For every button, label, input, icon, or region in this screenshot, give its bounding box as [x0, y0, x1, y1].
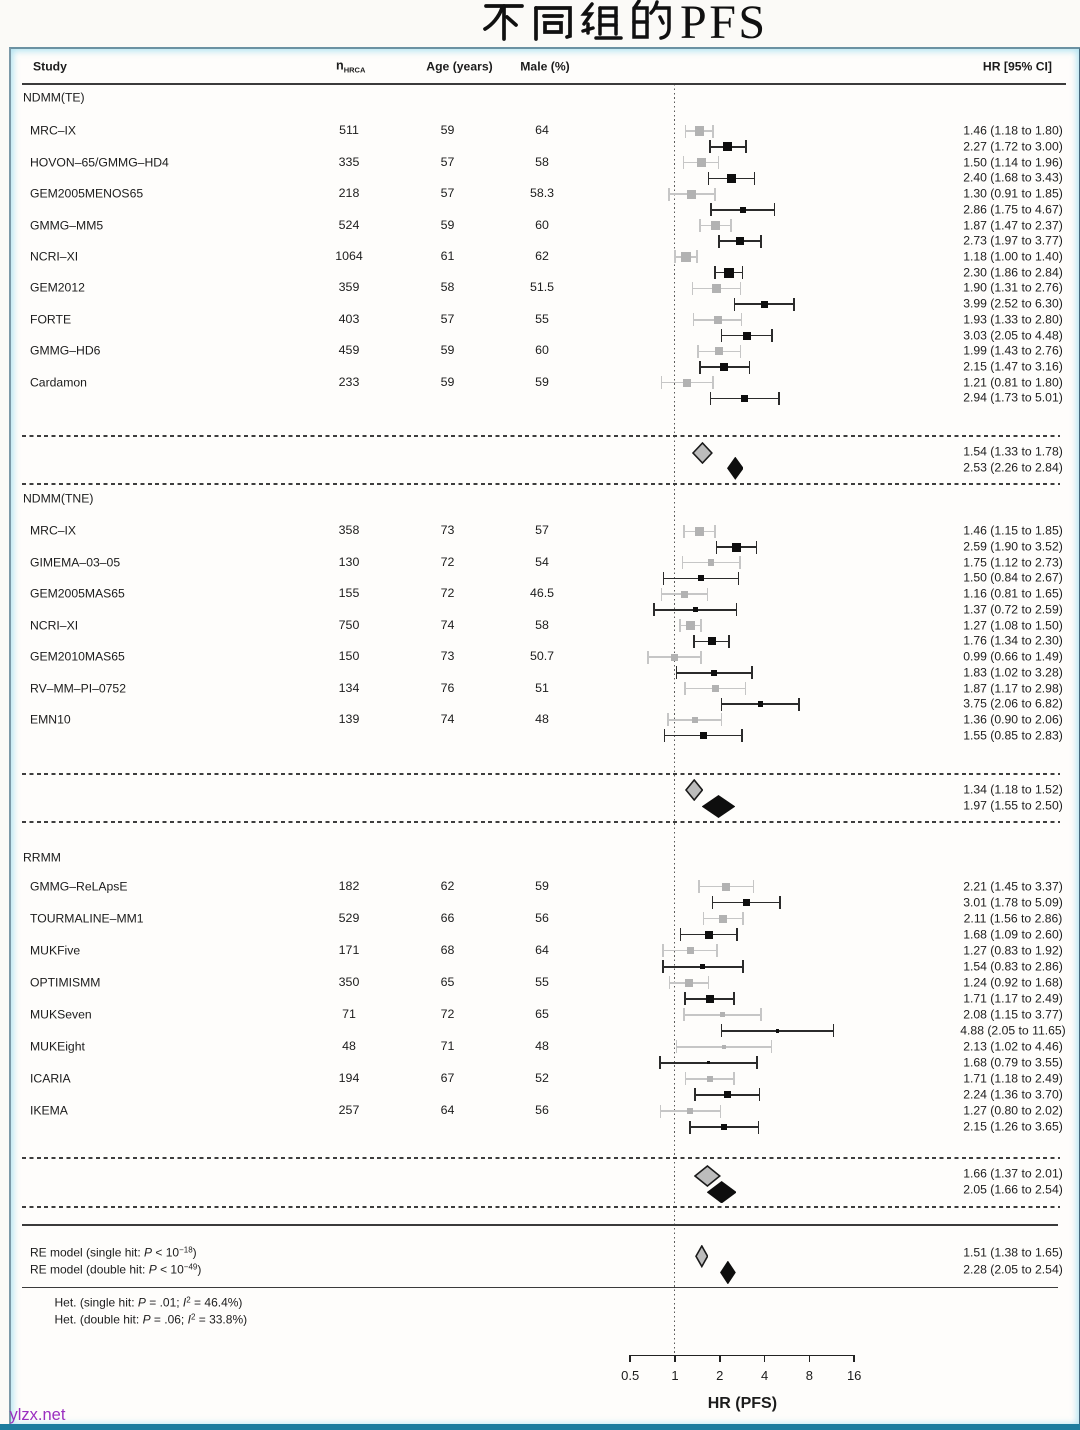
svg-text:PFS: PFS	[680, 0, 768, 45]
